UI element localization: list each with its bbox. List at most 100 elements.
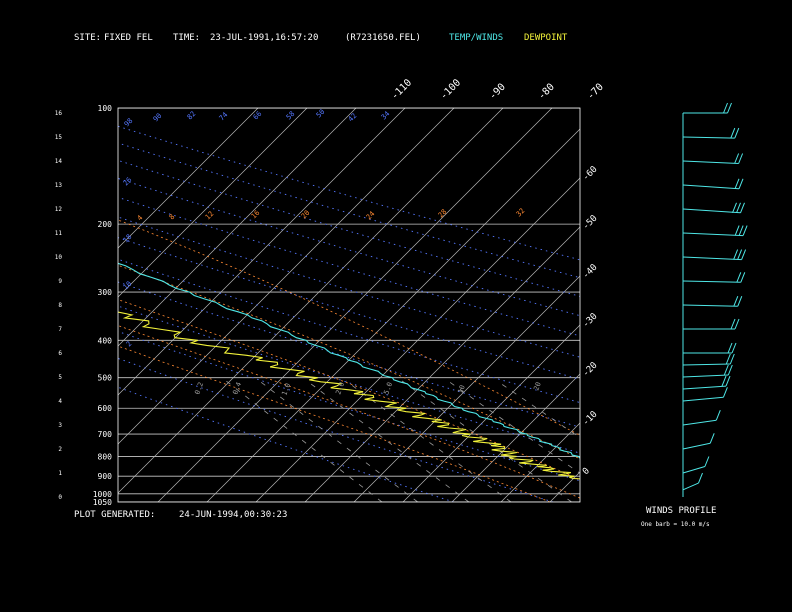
isotherm-label: -90 [487, 82, 508, 103]
site-label: SITE: [74, 33, 102, 43]
isotherm-line [304, 226, 580, 502]
isotherm-line [255, 177, 580, 502]
dry-adiabat-label: 66 [252, 110, 264, 122]
time-label: TIME: [173, 33, 201, 43]
mixing-ratio-line [225, 380, 383, 502]
moist-adiabat-label: 12 [204, 210, 216, 222]
mixing-ratio-line [496, 380, 580, 439]
moist-adiabat-line [118, 219, 580, 436]
wind-barb-flag [715, 410, 721, 421]
dry-adiabat-label: 98 [123, 117, 135, 129]
dry-adiabat-label: 90 [152, 112, 164, 124]
isotherm-label: -60 [581, 165, 600, 184]
wind-barb-flag [733, 296, 739, 307]
height-tick-label: 9 [58, 278, 62, 285]
dewpoint-legend: DEWPOINT [524, 33, 568, 43]
dry-adiabat-line [118, 305, 580, 454]
mixing-ratio-label: 1.0 [280, 382, 292, 397]
pressure-tick-label: 600 [98, 404, 113, 413]
wind-barb-flag [722, 387, 728, 398]
moist-adiabat-label: 20 [300, 209, 312, 221]
isotherm-label: -110 [389, 77, 414, 102]
isotherm-line [697, 108, 792, 502]
mixing-ratio-label: 2.0 [334, 381, 346, 396]
wind-barb-flag [738, 153, 744, 164]
isotherm-line [118, 108, 504, 494]
plot-area [118, 108, 792, 502]
mixing-ratio-label: 10 [456, 384, 466, 395]
wind-barb-flag [727, 342, 733, 354]
height-tick-label: 8 [58, 302, 62, 309]
mixing-ratio-line [401, 380, 572, 502]
isotherm-line [648, 108, 792, 502]
dry-adiabat-label: 74 [218, 111, 230, 123]
height-tick-label: 0 [58, 494, 62, 501]
dry-adiabat-label: 42 [347, 112, 359, 124]
height-tick-label: 10 [55, 254, 63, 261]
wind-barb [682, 442, 711, 450]
wind-barb-flag [738, 178, 744, 189]
height-tick-label: 7 [58, 326, 62, 333]
wind-barb-flag [737, 296, 743, 307]
dry-adiabat-line [118, 386, 454, 502]
moist-adiabat-line [118, 264, 580, 460]
mixing-ratio-line [447, 380, 580, 474]
isotherm-line [118, 108, 357, 347]
time-value: 23-JUL-1991,16:57:20 [210, 33, 319, 43]
wind-barb-flag [729, 353, 735, 365]
moist-adiabat-label: 16 [250, 209, 262, 221]
wind-barb-flag [734, 153, 740, 164]
height-tick-label: 3 [58, 422, 62, 429]
dewpoint-line [118, 311, 580, 480]
dry-adiabat-line [118, 330, 580, 482]
dry-adiabat-label: 58 [285, 110, 297, 122]
temperature-line [118, 262, 580, 459]
wind-barb-flag [736, 272, 742, 283]
height-tick-label: 15 [55, 134, 63, 141]
isotherm-line [118, 108, 406, 396]
mixing-ratio-line [306, 380, 470, 502]
isotherm-line [500, 422, 580, 502]
isotherm-label: 0 [581, 466, 592, 477]
height-tick-label: 13 [55, 182, 63, 189]
wind-barb [682, 419, 717, 426]
wind-barb [682, 160, 739, 164]
pressure-tick-label: 900 [98, 472, 113, 481]
isotherm-label: -10 [581, 410, 600, 429]
wind-barb [682, 208, 741, 214]
wind-barb-flag [734, 318, 740, 330]
wind-barb-flag [740, 272, 746, 283]
mixing-ratio-label: 0.4 [231, 381, 243, 396]
height-tick-label: 2 [58, 446, 62, 453]
dry-adiabat-label: 2 [125, 340, 134, 349]
mixing-ratio-label: 0.2 [193, 381, 205, 396]
wind-barb-flag [704, 456, 710, 467]
wind-barb [682, 304, 738, 307]
dry-adiabat-line [118, 125, 580, 261]
isotherm-line [549, 471, 580, 502]
wind-barb-flag [732, 202, 737, 213]
wind-barb-flag [721, 375, 727, 387]
dry-adiabat-line [118, 142, 580, 279]
wind-barb-flag [741, 249, 747, 260]
isotherm-line [402, 324, 580, 502]
wind-barb-flag [742, 225, 748, 236]
moist-adiabat-line [118, 299, 580, 481]
moist-adiabat-label: 4 [136, 214, 145, 223]
mixing-ratio-line [345, 380, 512, 502]
height-tick-label: 16 [55, 110, 63, 117]
moist-adiabat-line [118, 325, 580, 499]
height-tick-label: 4 [58, 398, 62, 405]
pressure-tick-label: 300 [98, 288, 113, 297]
isotherm-label: -70 [585, 82, 606, 103]
moist-adiabat-label: 28 [437, 208, 449, 220]
wind-barb [682, 232, 744, 237]
wind-barb-flag [740, 202, 745, 213]
dry-adiabat-label: 26 [122, 176, 134, 188]
wind-barb-flag [733, 249, 739, 260]
pressure-tick-label: 400 [98, 336, 113, 345]
wind-barb-flag [736, 202, 741, 213]
wind-barb [682, 396, 724, 402]
moist-adiabat-label: 8 [168, 213, 177, 222]
